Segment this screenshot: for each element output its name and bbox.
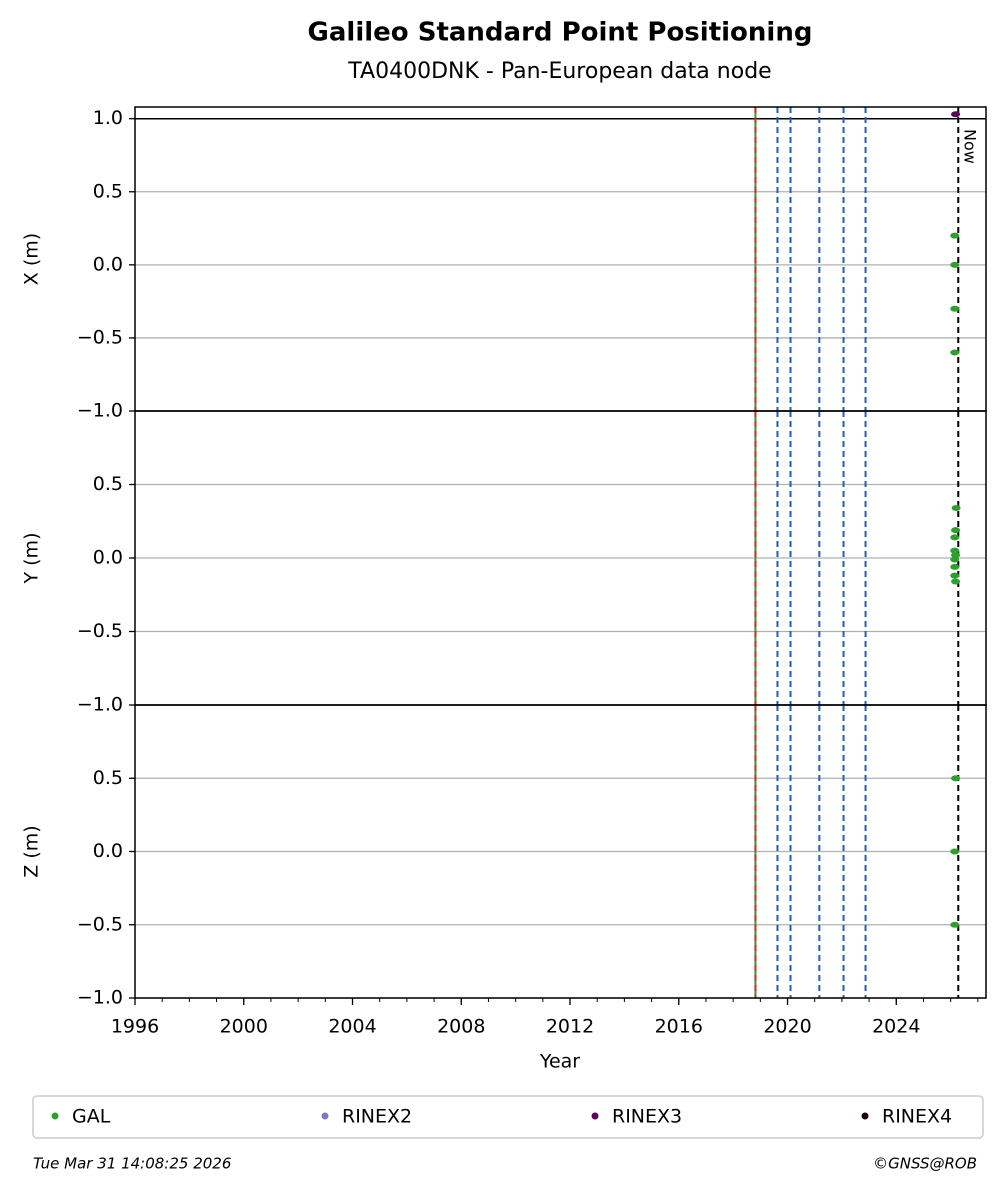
- y-axis-label: X (m): [21, 233, 43, 285]
- y-tick-label: 0.0: [93, 840, 123, 862]
- legend-label: RINEX2: [342, 1106, 412, 1128]
- y-tick-label: −1.0: [77, 987, 123, 1009]
- x-tick-label: 1996: [111, 1016, 159, 1038]
- data-point: [951, 775, 961, 782]
- y-tick-label: 0.5: [93, 767, 123, 789]
- x-tick-label: 2020: [763, 1016, 811, 1038]
- data-point: [951, 111, 961, 118]
- data-point: [950, 261, 960, 268]
- data-point: [950, 534, 960, 541]
- legend-label: RINEX4: [882, 1106, 952, 1128]
- chart-title: Galileo Standard Point Positioning: [308, 18, 813, 48]
- now-label: Now: [960, 129, 979, 164]
- y-tick-label: −1.0: [77, 694, 123, 716]
- data-point: [950, 572, 960, 579]
- y-tick-label: −1.0: [77, 400, 123, 422]
- x-axis-label: Year: [539, 1051, 580, 1073]
- x-tick-label: 2008: [437, 1016, 485, 1038]
- panel-frame: [134, 704, 987, 999]
- legend-label: GAL: [72, 1106, 111, 1128]
- y-tick-label: −0.5: [77, 620, 123, 642]
- y-axis-label: Z (m): [21, 825, 43, 877]
- data-point: [951, 505, 961, 512]
- y-tick-label: 0.0: [93, 253, 123, 275]
- data-point: [950, 921, 960, 928]
- legend-label: RINEX3: [612, 1106, 682, 1128]
- data-point: [950, 305, 960, 312]
- y-tick-label: 1.0: [93, 107, 123, 129]
- x-tick-label: 2024: [872, 1016, 920, 1038]
- y-tick-label: 0.5: [93, 180, 123, 202]
- data-point: [950, 848, 960, 855]
- data-point: [950, 563, 960, 570]
- legend-marker: [51, 1112, 59, 1120]
- legend-marker: [861, 1112, 869, 1120]
- chart-subtitle: TA0400DNK - Pan-European data node: [347, 59, 771, 84]
- data-point: [950, 232, 960, 239]
- data-point: [950, 547, 960, 554]
- footer-date: Tue Mar 31 14:08:25 2026: [33, 1155, 231, 1173]
- data-point: [951, 527, 961, 534]
- legend-marker: [321, 1112, 329, 1120]
- legend-box: [32, 1095, 984, 1139]
- data-point: [950, 349, 960, 356]
- data-point: [951, 578, 961, 585]
- y-axis-label: Y (m): [21, 533, 43, 585]
- data-point: [951, 552, 961, 559]
- y-tick-label: −0.5: [77, 326, 123, 348]
- y-tick-label: −0.5: [77, 913, 123, 935]
- x-tick-label: 2000: [220, 1016, 268, 1038]
- x-tick-label: 2016: [655, 1016, 703, 1038]
- y-tick-label: 0.0: [93, 547, 123, 569]
- data-point: [950, 556, 960, 563]
- y-tick-label: 0.5: [93, 473, 123, 495]
- legend-marker: [591, 1112, 599, 1120]
- x-tick-label: 2012: [546, 1016, 594, 1038]
- panel-frame: [134, 106, 987, 412]
- footer-credit: ©GNSS@ROB: [873, 1155, 977, 1173]
- x-tick-label: 2004: [328, 1016, 376, 1038]
